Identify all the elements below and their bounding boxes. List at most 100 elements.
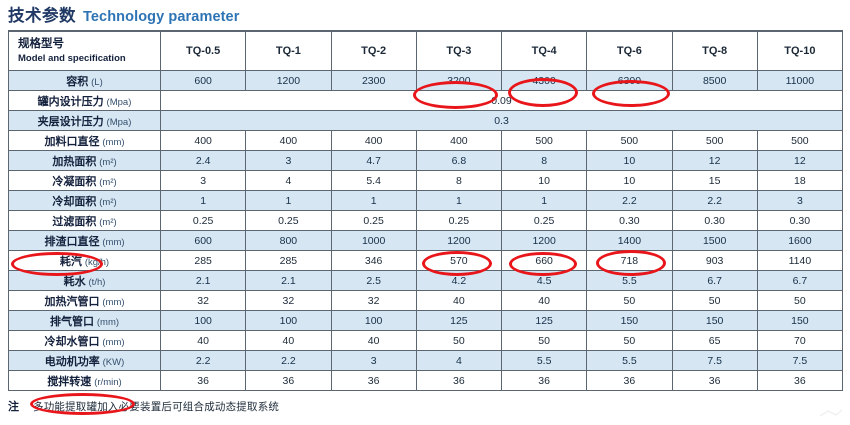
cell-tq-2: 36 (330, 370, 417, 391)
page-title: 技术参数 Technology parameter (8, 2, 239, 26)
cell-tq-2: 1 (330, 190, 417, 211)
table-row: 搅拌转速 (r/min) 36 36 36 36 36 36 36 36 (8, 370, 844, 391)
row-label: 电动机功率 (KW) (8, 350, 161, 371)
row-label-unit: (r/min) (94, 376, 122, 388)
table-corner-header: 规格型号 Model and specification (8, 30, 161, 71)
watermark-icon (819, 409, 843, 417)
cell-tq-2: 100 (330, 310, 417, 331)
cell-tq-4: 10 (500, 170, 588, 191)
cell-tq-8: 903 (671, 250, 758, 271)
row-label-unit: (m²) (99, 176, 117, 188)
cell-tq-6: 2.2 (586, 190, 673, 211)
row-label: 加热面积 (m²) (8, 150, 161, 171)
cell-tq-4: 4.5 (500, 270, 588, 291)
cell-tq-3: 4.2 (415, 270, 503, 291)
cell-tq-10: 18 (756, 170, 844, 191)
cell-tq-6: 500 (586, 130, 673, 151)
cell-tq-6: 5.5 (586, 350, 673, 371)
row-label-unit: (t/h) (88, 276, 106, 288)
cell-tq-1: 285 (245, 250, 332, 271)
cell-tq-8: 6.7 (671, 270, 758, 291)
cell-tq-0.5: 600 (159, 230, 247, 251)
row-label-cn: 加热汽管口 (44, 295, 100, 308)
cell-tq-0.5: 1 (159, 190, 247, 211)
cell-tq-4: 36 (500, 370, 588, 391)
row-label: 耗水 (t/h) (8, 270, 161, 291)
cell-tq-8: 2.2 (671, 190, 758, 211)
cell-tq-0.5: 2.2 (159, 350, 247, 371)
cell-tq-4: 125 (500, 310, 588, 331)
row-label-unit: (mm) (102, 136, 125, 148)
cell-tq-0.5: 400 (159, 130, 247, 151)
cell-tq-10: 50 (756, 290, 844, 311)
row-label-cn: 电动机功率 (44, 355, 100, 368)
row-label-cn: 加热面积 (52, 155, 97, 168)
cell-tq-2: 32 (330, 290, 417, 311)
row-label-cn: 过滤面积 (52, 215, 97, 228)
cell-tq-3: 400 (415, 130, 503, 151)
cell-tq-3: 125 (415, 310, 503, 331)
cell-tq-0.5: 32 (159, 290, 247, 311)
cell-tq-0.5: 40 (159, 330, 247, 351)
row-label-unit: (m²) (99, 216, 117, 228)
cell-tq-4: 8 (500, 150, 588, 171)
technology-parameter-table: 规格型号 Model and specification TQ-0.5 TQ-1 T… (8, 30, 844, 391)
row-label: 冷却面积 (m²) (8, 190, 161, 211)
corner-header-cn: 规格型号 (18, 37, 64, 50)
cell-tq-3: 50 (415, 330, 503, 351)
table-body: 容积 (L) 600 1200 2300 3200 4300 6300 8500 11000 罐内… (8, 70, 844, 391)
cell-tq-2: 1000 (330, 230, 417, 251)
cell-tq-1: 1200 (245, 70, 332, 91)
table-row: 夹层设计压力 (Mpa) 0.3 (8, 110, 843, 131)
row-label-unit: (mm) (96, 316, 120, 328)
cell-tq-2: 5.4 (330, 170, 417, 191)
cell-tq-1: 4 (245, 170, 332, 191)
row-label: 夹层设计压力 (Mpa) (8, 110, 161, 131)
column-header-tq-10: TQ-10 (756, 30, 844, 71)
row-label-cn: 冷却面积 (52, 195, 97, 208)
cell-tq-4: 1200 (500, 230, 588, 251)
cell-tq-8: 150 (671, 310, 758, 331)
cell-tq-8: 500 (671, 130, 758, 151)
cell-tq-2: 4.7 (330, 150, 417, 171)
cell-tq-10: 11000 (756, 70, 844, 91)
row-label-cn: 罐内设计压力 (37, 95, 104, 108)
cell-tq-0.5: 2.1 (159, 270, 247, 291)
column-header-tq-0.5: TQ-0.5 (159, 30, 247, 71)
cell-tq-3: 36 (415, 370, 503, 391)
cell-tq-3: 3200 (415, 70, 503, 91)
cell-tq-8: 7.5 (671, 350, 758, 371)
row-label-cn: 冷凝面积 (52, 175, 97, 188)
cell-tq-8: 12 (671, 150, 758, 171)
column-header-tq-1: TQ-1 (245, 30, 332, 71)
spec-table-container: 规格型号 Model and specification TQ-0.5 TQ-1 T… (8, 30, 844, 391)
row-label-unit: (Mpa) (106, 116, 132, 128)
row-label-cn: 排气管口 (49, 315, 94, 328)
page-title-cn: 技术参数 (8, 7, 76, 25)
cell-tq-8: 0.30 (671, 210, 758, 231)
note-text: 多功能提取罐加入必要装置后可组合成动态提取系统 (33, 400, 280, 413)
row-label: 加料口直径 (mm) (8, 130, 161, 151)
page-title-en: Technology parameter (83, 9, 240, 25)
cell-tq-6: 0.30 (586, 210, 673, 231)
table-row: 排渣口直径 (mm) 600 800 1000 1200 1200 1400 1500 1600 (8, 230, 844, 251)
cell-tq-4: 5.5 (500, 350, 588, 371)
cell-tq-10: 6.7 (756, 270, 844, 291)
cell-tq-0.5: 0.25 (159, 210, 247, 231)
cell-tq-0.5: 100 (159, 310, 247, 331)
row-label: 耗汽 (kg/h) (8, 250, 161, 271)
cell-tq-10: 0.30 (756, 210, 844, 231)
table-row: 加料口直径 (mm) 400 400 400 400 500 500 500 500 (8, 130, 844, 151)
cell-tq-1: 400 (245, 130, 332, 151)
cell-tq-8: 50 (671, 290, 758, 311)
cell-tq-3: 0.25 (415, 210, 503, 231)
cell-tq-0.5: 2.4 (159, 150, 247, 171)
table-row: 加热面积 (m²) 2.4 3 4.7 6.8 8 10 12 12 (8, 150, 844, 171)
cell-tq-8: 36 (671, 370, 758, 391)
cell-tq-3: 40 (415, 290, 503, 311)
column-header-tq-3: TQ-3 (415, 30, 503, 71)
cell-tq-0.5: 3 (159, 170, 247, 191)
cell-tq-1: 0.25 (245, 210, 332, 231)
table-row: 冷凝面积 (m²) 3 4 5.4 8 10 10 15 18 (8, 170, 844, 191)
cell-tq-4: 1 (500, 190, 588, 211)
